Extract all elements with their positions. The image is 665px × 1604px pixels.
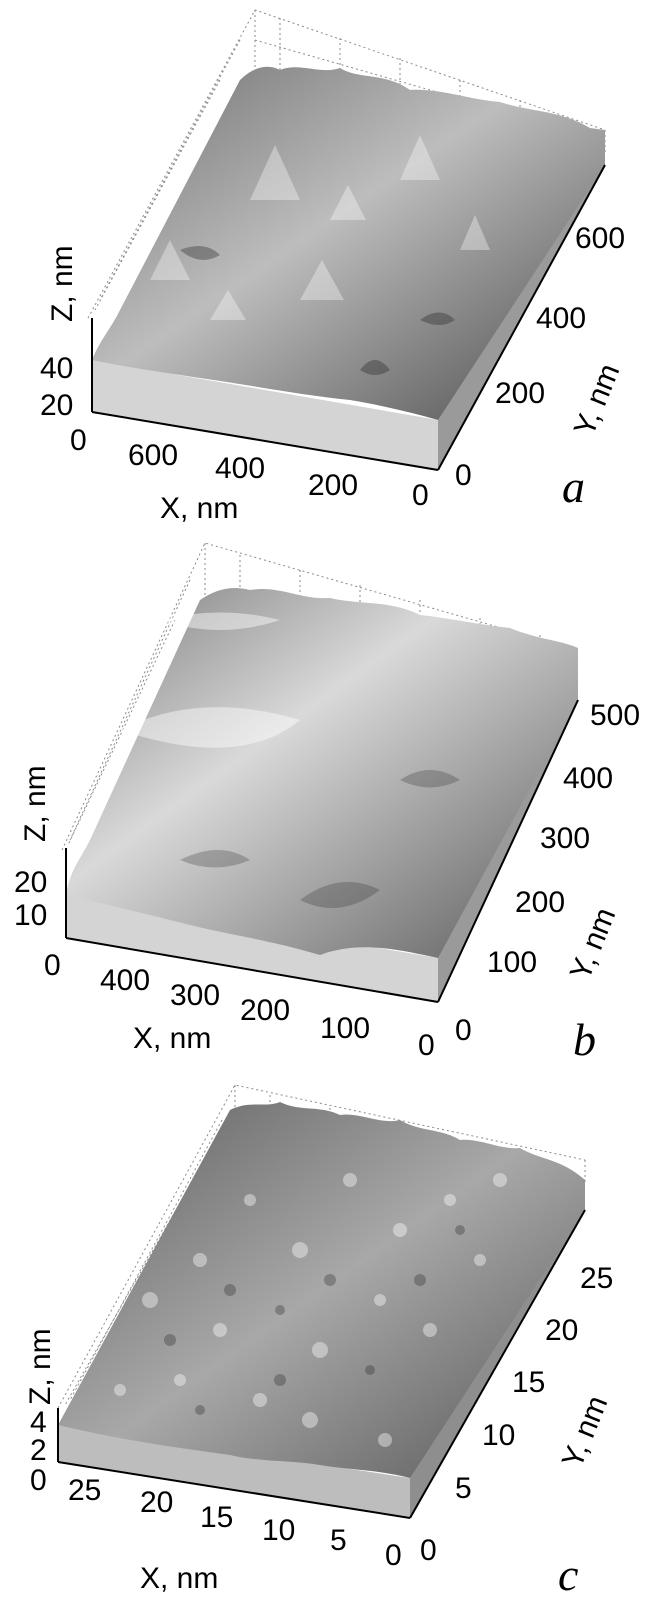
panel-a-peaks [150, 135, 490, 320]
panel-a-z-tick-0: 20 [40, 389, 73, 422]
panel-a-y-label: Y, nm [568, 359, 627, 440]
panel-c-x-tick-4: 5 [330, 1524, 347, 1557]
panel-a-label: a [562, 461, 585, 512]
panel-b-x-label: X, nm [133, 1022, 211, 1055]
panel-c-label: c [558, 1549, 578, 1600]
panel-b-y-tick-2: 200 [515, 886, 565, 919]
panel-a-x-tick-2: 400 [215, 452, 265, 485]
panel-b-x-tick-5: 0 [418, 1029, 435, 1062]
panel-a-y-tick-1: 200 [495, 377, 545, 410]
panel-b-y-ticks: 0 100 200 300 400 500 [455, 699, 640, 1047]
panel-b-label: b [573, 1014, 596, 1065]
panel-a-front-wall [92, 360, 438, 470]
panel-b-x-tick-4: 100 [320, 1012, 370, 1045]
panel-a-x-label: X, nm [160, 492, 238, 525]
panel-b-highlights [120, 612, 300, 748]
panel-b-y-tick-5: 500 [590, 699, 640, 732]
panel-a-y-tick-3: 600 [575, 222, 625, 255]
panel-b-z-tick-0: 10 [14, 899, 47, 932]
panel-c-z-tick-2: 4 [30, 1406, 47, 1439]
panel-b-x-ticks: 0 400 300 200 100 0 [44, 949, 435, 1062]
panel-b-axes [65, 699, 579, 1003]
panel-a-y-tick-0: 0 [455, 459, 472, 492]
panel-c-peaks [114, 1173, 507, 1447]
panel-b-x-tick-0: 0 [44, 949, 61, 982]
panel-c-x-tick-2: 15 [200, 1501, 233, 1534]
panel-c-x-ticks: 25 20 15 10 5 0 [68, 1474, 402, 1572]
panel-c-x-tick-1: 20 [140, 1486, 173, 1519]
panel-a-axes [91, 164, 606, 471]
panel-c-y-tick-2: 10 [482, 1419, 515, 1452]
panel-b-valleys [180, 770, 460, 908]
panel-a-x-tick-4: 0 [412, 479, 429, 512]
panel-c-y-tick-1: 5 [455, 1472, 472, 1505]
panel-a-surface [92, 66, 605, 421]
panel-b-x-tick-1: 400 [100, 964, 150, 997]
panel-c-axes [57, 1209, 586, 1519]
panel-c-x-tick-3: 10 [262, 1514, 295, 1547]
panel-b: 0 400 300 200 100 0 X, nm 0 100 200 300 … [14, 542, 640, 1065]
panel-a-x-tick-0: 0 [70, 424, 87, 457]
panel-b-y-tick-4: 400 [563, 762, 613, 795]
panel-c-z-tick-1: 2 [30, 1434, 47, 1467]
panel-c-z-ticks: 0 2 4 [30, 1406, 47, 1497]
panel-c-z-tick-0: 0 [30, 1464, 47, 1497]
panel-b-z-ticks: 10 20 [14, 866, 47, 932]
panel-b-z-tick-1: 20 [14, 866, 47, 899]
panel-b-front-wall [66, 895, 438, 1002]
panel-a-z-label: Z, nm [46, 245, 79, 322]
panel-a: 0 600 400 200 0 X, nm 0 200 400 600 Y, n… [40, 9, 627, 525]
panel-b-y-tick-3: 300 [540, 822, 590, 855]
panel-a-x-tick-3: 200 [308, 469, 358, 502]
panel-b-z-label: Z, nm [19, 765, 52, 842]
panel-c-valleys [164, 1225, 465, 1415]
panel-c-surface [58, 1102, 585, 1478]
panel-b-y-label: Y, nm [564, 903, 623, 984]
panel-c-y-tick-5: 25 [580, 1262, 613, 1295]
panel-a-z-ticks: 20 40 [40, 352, 73, 422]
panel-a-y-ticks: 0 200 400 600 [455, 222, 625, 492]
panel-a-valleys [180, 246, 455, 375]
panel-c-x-tick-5: 0 [385, 1539, 402, 1572]
panel-a-x-ticks: 0 600 400 200 0 [70, 424, 429, 512]
panel-c-y-label: Y, nm [556, 1391, 615, 1472]
panel-b-x-tick-3: 200 [240, 994, 290, 1027]
panel-a-y-tick-2: 400 [536, 302, 586, 335]
panel-c-y-tick-3: 15 [512, 1366, 545, 1399]
panel-b-y-tick-0: 0 [455, 1014, 472, 1047]
panel-c-z-label: Z, nm [24, 1328, 57, 1405]
panel-b-y-tick-1: 100 [487, 946, 537, 979]
panel-b-x-tick-2: 300 [170, 979, 220, 1012]
panel-a-x-tick-1: 600 [128, 439, 178, 472]
panel-b-surface [66, 588, 578, 958]
panel-c-y-tick-0: 0 [420, 1534, 437, 1567]
panel-c-x-label: X, nm [140, 1562, 218, 1595]
panel-c-y-tick-4: 20 [545, 1314, 578, 1347]
panel-a-z-tick-1: 40 [40, 352, 73, 385]
panel-c-front-wall [58, 1425, 410, 1518]
panel-c-y-ticks: 0 5 10 15 20 25 [420, 1262, 613, 1567]
panel-c-x-tick-0: 25 [68, 1474, 101, 1507]
panel-c: 25 20 15 10 5 0 X, nm 0 5 10 15 20 25 Y,… [24, 1084, 615, 1600]
